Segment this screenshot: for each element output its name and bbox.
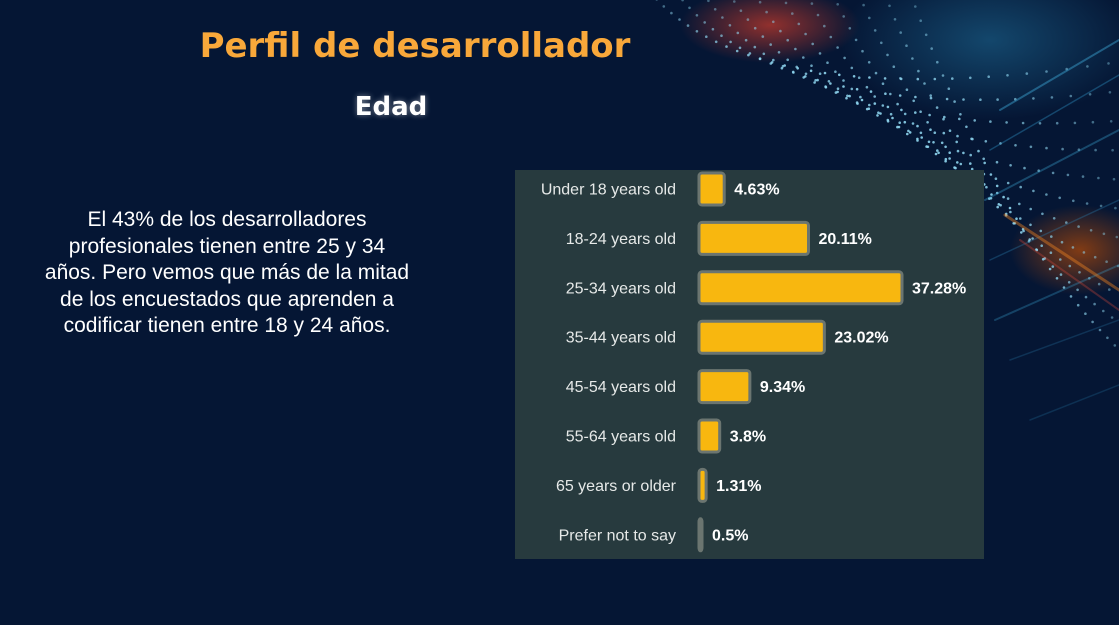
category-label-5: 55-64 years old xyxy=(566,429,676,446)
category-label-2: 25-34 years old xyxy=(566,280,676,297)
value-label-7: 0.5% xyxy=(712,527,748,544)
category-label-6: 65 years or older xyxy=(556,478,677,495)
bar-7 xyxy=(697,517,704,553)
category-label-0: Under 18 years old xyxy=(541,182,676,199)
bar-2 xyxy=(697,270,904,306)
category-label-4: 45-54 years old xyxy=(566,379,676,396)
value-label-3: 23.02% xyxy=(834,330,888,347)
category-label-7: Prefer not to say xyxy=(559,527,676,544)
age-bar-chart: Under 18 years old 4.63% 18-24 years old 20… xyxy=(515,170,984,559)
bar-3 xyxy=(697,319,826,355)
bar-0 xyxy=(697,171,726,207)
value-label-4: 9.34% xyxy=(760,379,805,396)
value-label-2: 37.28% xyxy=(912,280,966,297)
slide-title: Perfil de desarrollador xyxy=(199,26,631,66)
slide-description: El 43% de los desarrolladores profesiona… xyxy=(44,208,410,337)
value-label-0: 4.63% xyxy=(734,182,779,199)
value-label-6: 1.31% xyxy=(716,478,761,495)
category-label-1: 18-24 years old xyxy=(566,231,676,248)
value-label-5: 3.8% xyxy=(730,429,766,446)
bar-1 xyxy=(697,220,811,256)
slide-subtitle: Edad xyxy=(354,92,428,122)
bar-6 xyxy=(697,467,708,503)
bar-5 xyxy=(697,418,722,454)
bar-4 xyxy=(697,369,752,405)
category-label-3: 35-44 years old xyxy=(566,330,676,347)
value-label-1: 20.11% xyxy=(819,231,872,248)
